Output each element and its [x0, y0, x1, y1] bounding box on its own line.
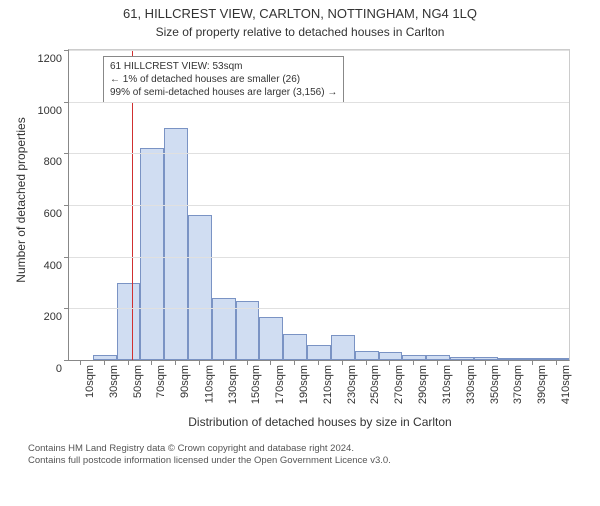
- annotation-line-3: 99% of semi-detached houses are larger (…: [110, 86, 337, 99]
- histogram-bar: [331, 335, 355, 360]
- x-tick-label: 210sqm: [322, 365, 334, 404]
- x-tick-label: 230sqm: [346, 365, 358, 404]
- footer-line-1: Contains HM Land Registry data © Crown c…: [28, 443, 600, 455]
- x-tick-labels: 10sqm 30sqm 50sqm 70sqm 90sqm 110sqm 130sqm 150…: [68, 361, 568, 413]
- histogram-bar: [379, 352, 403, 360]
- footer-line-2: Contains full postcode information licen…: [28, 455, 600, 467]
- x-tick-label: 90sqm: [179, 365, 191, 398]
- x-tick-label: 250sqm: [370, 365, 382, 404]
- histogram-bar: [164, 128, 188, 361]
- x-tick-label: 10sqm: [84, 365, 96, 398]
- x-tick-label: 70sqm: [155, 365, 167, 398]
- y-tick-label: 800: [20, 156, 62, 168]
- x-tick-label: 50sqm: [132, 365, 144, 398]
- x-tick-label: 370sqm: [512, 365, 524, 404]
- x-tick-label: 410sqm: [560, 365, 572, 404]
- x-axis-label: Distribution of detached houses by size …: [40, 415, 600, 429]
- annotation-line-2: ← 1% of detached houses are smaller (26): [110, 73, 337, 86]
- annotation-line-1: 61 HILLCREST VIEW: 53sqm: [110, 60, 337, 73]
- x-tick-label: 390sqm: [536, 365, 548, 404]
- title-sub: Size of property relative to detached ho…: [0, 25, 600, 39]
- footer: Contains HM Land Registry data © Crown c…: [28, 443, 600, 468]
- x-tick-label: 130sqm: [227, 365, 239, 404]
- y-tick-label: 600: [20, 208, 62, 220]
- histogram-bar: [283, 334, 307, 360]
- y-tick-label: 1000: [20, 105, 62, 117]
- annotation-box: 61 HILLCREST VIEW: 53sqm ← 1% of detache…: [103, 56, 344, 103]
- x-tick-label: 110sqm: [203, 365, 215, 403]
- histogram-bar: [355, 351, 379, 360]
- histogram-bar: [212, 298, 236, 360]
- x-tick-label: 350sqm: [489, 365, 501, 404]
- y-tick-label: 200: [20, 311, 62, 323]
- histogram-bar: [236, 301, 260, 360]
- histogram-bar: [188, 215, 212, 360]
- y-tick-label: 1200: [20, 53, 62, 65]
- x-tick-label: 150sqm: [251, 365, 263, 404]
- x-tick-label: 270sqm: [393, 365, 405, 404]
- histogram-bar: [140, 148, 164, 360]
- y-tick-label: 400: [20, 260, 62, 272]
- y-tick-label: 0: [20, 363, 62, 375]
- x-tick-label: 290sqm: [417, 365, 429, 404]
- x-tick-label: 190sqm: [298, 365, 310, 404]
- histogram-bar: [259, 317, 283, 360]
- x-tick-label: 310sqm: [441, 365, 453, 404]
- histogram-bar: [117, 283, 141, 361]
- chart-plot-area: 61 HILLCREST VIEW: 53sqm ← 1% of detache…: [68, 49, 570, 361]
- x-tick-label: 30sqm: [108, 365, 120, 398]
- x-tick-label: 170sqm: [274, 365, 286, 404]
- histogram-bar: [307, 345, 331, 361]
- x-tick-label: 330sqm: [465, 365, 477, 404]
- title-main: 61, HILLCREST VIEW, CARLTON, NOTTINGHAM,…: [0, 6, 600, 21]
